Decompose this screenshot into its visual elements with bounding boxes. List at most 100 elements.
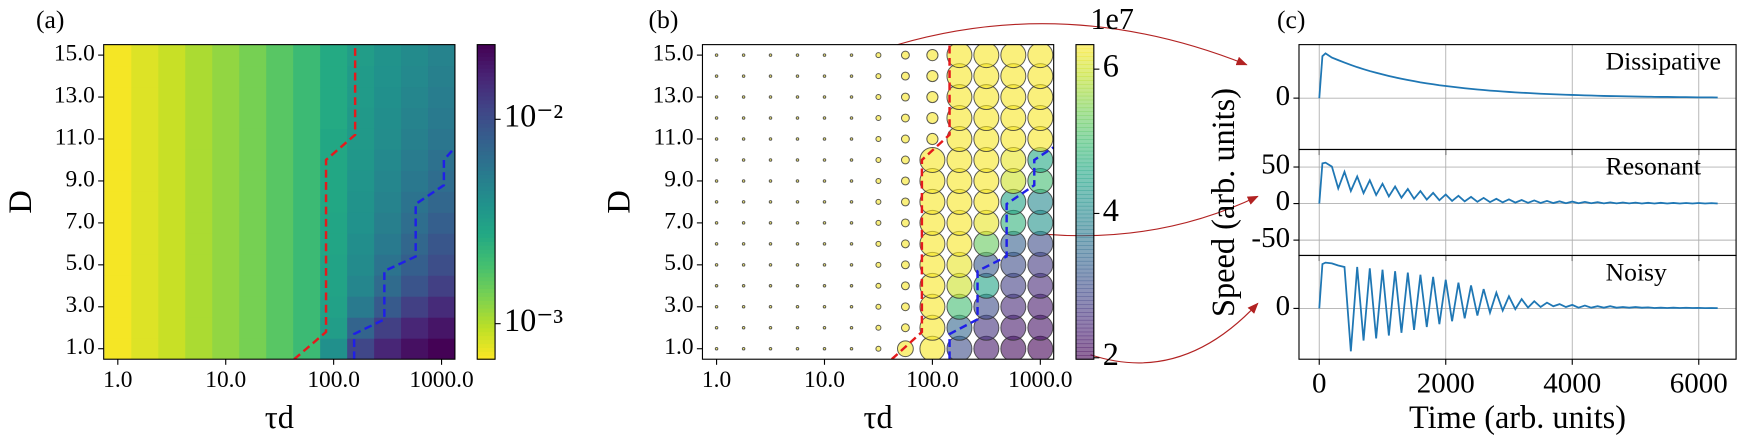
bubble <box>741 53 746 57</box>
heatmap-cell <box>293 170 321 192</box>
heatmap-cell <box>374 170 402 192</box>
heatmap-cell <box>428 317 455 339</box>
bubble <box>714 242 719 246</box>
heatmap-cell <box>293 275 321 297</box>
bubble <box>714 221 719 225</box>
bubble <box>768 200 773 204</box>
bubble <box>741 221 746 225</box>
heatmap-cell <box>320 191 348 213</box>
colorbar-frame <box>1075 44 1095 360</box>
bubble <box>741 95 746 99</box>
colorbar-step <box>1075 146 1094 152</box>
colorbar-step <box>477 44 496 50</box>
colorbar-step <box>1075 174 1094 179</box>
bubble <box>849 263 854 267</box>
colorbar-step <box>477 83 496 89</box>
x-tick-label: 6000 <box>1670 368 1728 400</box>
colorbar-step <box>477 119 496 124</box>
heatmap-cell <box>374 128 402 150</box>
bubble <box>741 326 746 330</box>
colorbar-step <box>1075 308 1094 313</box>
heatmap-cell <box>266 212 294 234</box>
heatmap-cell <box>239 170 267 192</box>
x-tick-label: 1000.0 <box>409 367 473 393</box>
colorbar-step <box>477 256 496 262</box>
x-axis-label: τd <box>265 399 294 435</box>
heatmap-cell <box>131 170 159 192</box>
heatmap-cell <box>347 128 375 150</box>
heatmap-cell <box>212 254 240 276</box>
bubble <box>822 95 827 99</box>
heatmap-cell <box>401 296 429 318</box>
bubble <box>875 115 882 122</box>
colorbar-step <box>1075 245 1094 250</box>
bubble <box>926 49 939 62</box>
colorbar-step <box>477 166 496 172</box>
y-axis-label: D <box>601 190 637 213</box>
bubble <box>714 116 719 120</box>
panel-label: (a) <box>36 5 64 34</box>
panel-label: (c) <box>1277 5 1305 34</box>
colorbar-step <box>477 131 496 136</box>
heatmap-cell <box>185 191 213 213</box>
y-tick-label: 9.0 <box>664 166 693 192</box>
bubble <box>900 176 910 186</box>
colorbar-step <box>1075 178 1094 183</box>
colorbar-step <box>1075 119 1094 124</box>
bubble <box>768 242 773 246</box>
heatmap-cell <box>320 254 348 276</box>
bubble <box>714 137 719 141</box>
colorbar-step <box>1075 103 1094 109</box>
heatmap-cell <box>401 128 429 150</box>
bubble <box>768 346 773 351</box>
heatmap-cell <box>239 233 267 255</box>
x-tick-label: 10.0 <box>804 367 845 393</box>
bubble <box>714 158 719 162</box>
colorbar-step <box>477 197 496 203</box>
colorbar-tick-label: 10⁻³ <box>504 302 563 338</box>
colorbar-step <box>1075 56 1094 61</box>
colorbar-step <box>1075 229 1094 234</box>
bubble <box>795 346 800 351</box>
bubble <box>875 303 882 310</box>
heatmap-cell <box>158 296 186 318</box>
heatmap-cell <box>401 107 429 129</box>
heatmap-cell <box>374 212 402 234</box>
colorbar-step <box>477 123 496 128</box>
heatmap-cell <box>401 170 429 192</box>
heatmap-cell <box>158 44 186 67</box>
heatmap-cell <box>158 170 186 192</box>
heatmap-cell <box>239 149 267 171</box>
x-tick-label: 10.0 <box>205 367 246 393</box>
heatmap-cell <box>401 44 429 67</box>
colorbar-step <box>477 339 496 345</box>
bubble <box>822 137 827 141</box>
heatmap-cell <box>239 338 267 360</box>
colorbar-step <box>477 95 496 101</box>
bubble <box>849 158 854 162</box>
colorbar-step <box>477 237 496 242</box>
colorbar-step <box>477 343 496 348</box>
colorbar-step <box>477 209 496 215</box>
heatmap-cell <box>401 65 429 88</box>
heatmap-cell <box>212 107 240 129</box>
heatmap-cell <box>158 275 186 297</box>
heatmap-cell <box>158 86 186 108</box>
heatmap-cell <box>185 149 213 171</box>
heatmap-cell <box>239 107 267 129</box>
heatmap-cell <box>266 275 294 297</box>
heatmap-cell <box>320 338 348 360</box>
colorbar-tick-label: 6 <box>1103 48 1119 84</box>
colorbar-step <box>477 60 496 65</box>
colorbar-step <box>477 331 496 337</box>
bubble <box>919 146 946 173</box>
heatmap-cell <box>347 233 375 255</box>
bubble <box>822 158 827 162</box>
bubble <box>900 218 910 228</box>
bubble <box>849 221 854 225</box>
heatmap-cell <box>158 65 186 88</box>
plot-area <box>1298 44 1737 150</box>
colorbar-step <box>1075 217 1094 223</box>
colorbar-step <box>1075 190 1094 195</box>
y-tick-label: 5.0 <box>66 250 95 276</box>
